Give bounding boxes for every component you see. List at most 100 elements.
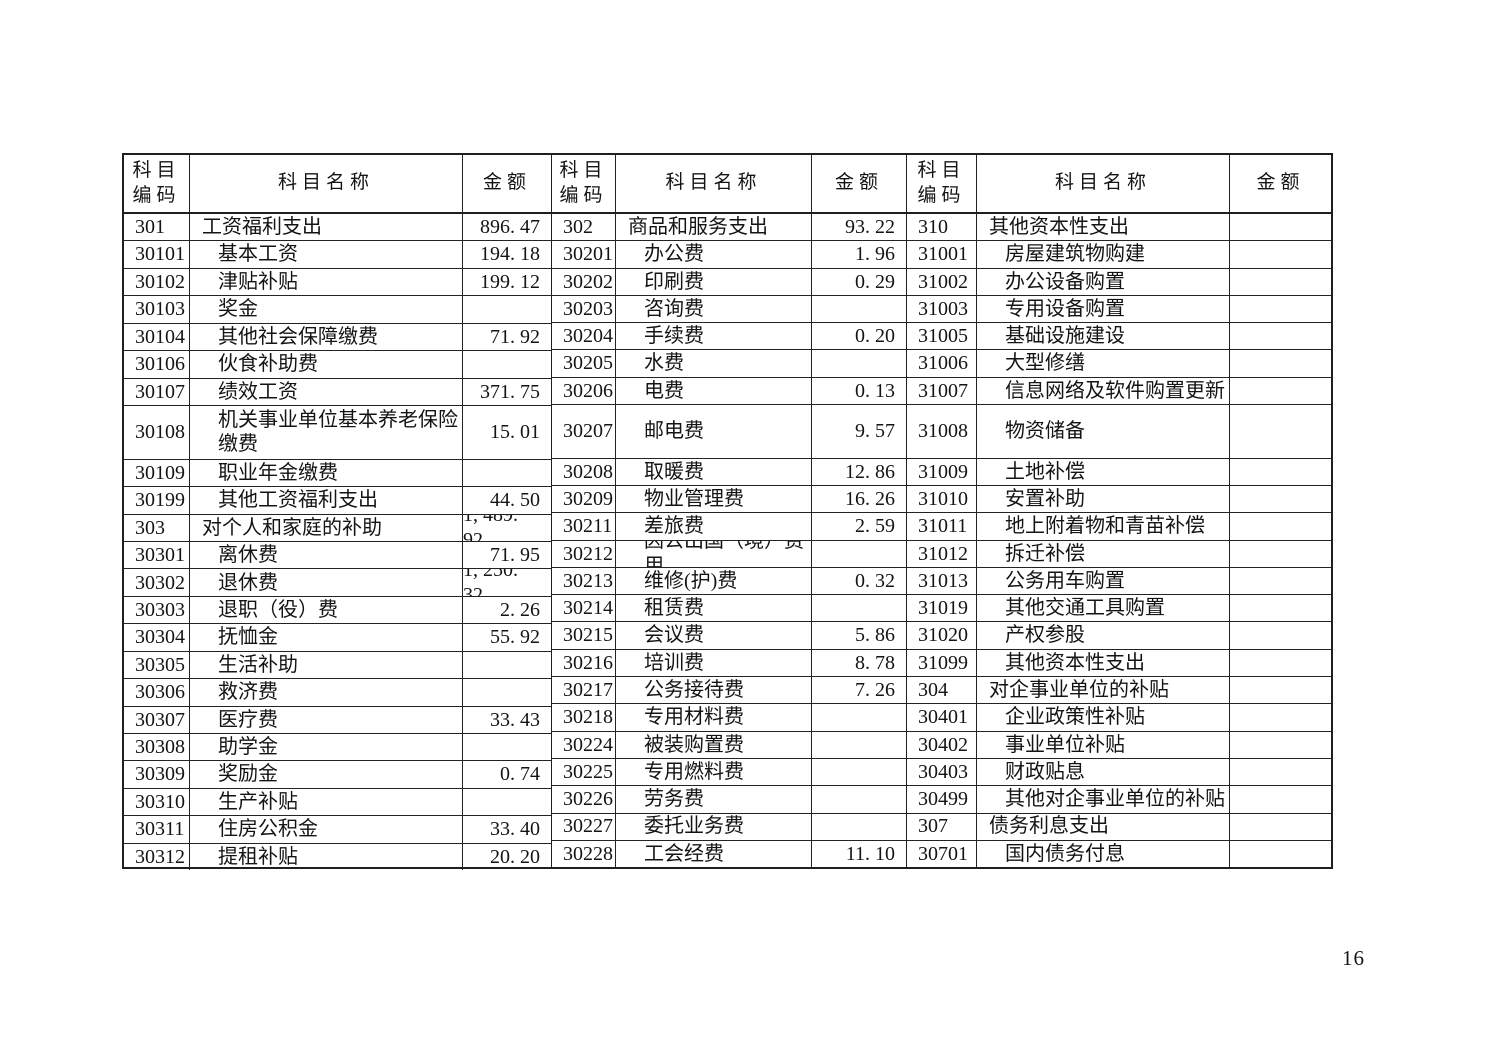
code-cell: 301 [124,214,190,241]
name-cell: 奖励金 [190,761,463,788]
code-cell: 30305 [124,651,190,679]
code-cell: 30206 [552,377,616,405]
amount-cell [1230,350,1331,376]
code-cell: 30107 [124,378,190,405]
table-row: 31009 土地补偿 [907,457,1331,485]
name-cell: 医疗费 [190,706,463,734]
code-cell: 30211 [552,513,616,540]
code-cell: 31006 [907,350,977,377]
amount-cell: 8. 78 [855,651,895,674]
header-code-line2: 编码 [132,184,181,206]
code-cell: 30216 [552,649,616,677]
table-row: 31002 办公设备购置 [907,267,1331,295]
table-row: 30303 退职（役）费 2. 26 [124,595,551,624]
name-cell: 拆迁补偿 [977,540,1230,567]
table-row: 30102 津贴补贴 199. 12 [124,267,551,296]
code-cell: 30304 [124,624,190,651]
table-row: 30199 其他工资福利支出 44. 50 [124,486,551,514]
budget-table: 科目 编码 科目名称 金额 301 工资福利支出 896. 47 30101 基本工资 1… [122,153,1333,871]
name-cell: 专用设备购置 [977,295,1230,323]
header-code-line1: 科目 [132,159,181,181]
table-row: 30218 专用材料费 [552,703,906,731]
table-header: 科目 编码 科目名称 金额 [552,155,906,214]
name-cell: 国内债务付息 [977,840,1230,868]
amount-cell [1230,405,1331,458]
amount-cell: 20. 20 [490,845,540,868]
table-row: 30227 委托业务费 [552,812,906,840]
amount-cell [1230,214,1331,240]
code-cell: 31009 [907,458,977,485]
table-row: 30308 助学金 [124,733,551,761]
name-cell: 物业管理费 [616,485,812,513]
name-cell: 机关事业单位基本养老保险缴费 [190,405,463,459]
amount-cell [1230,459,1331,485]
table-row: 31099 其他资本性支出 [907,648,1331,677]
header-name: 科目名称 [190,155,463,212]
table-row: 30225 专用燃料费 [552,757,906,786]
header-code-line2: 编码 [917,184,966,206]
amount-cell: 5. 86 [855,624,895,647]
code-cell: 30224 [552,731,616,758]
name-cell: 劳务费 [616,786,812,813]
amount-cell: 1, 489. 92 [463,514,518,542]
name-cell: 物资储备 [977,405,1230,458]
amount-cell: 55. 92 [490,626,540,649]
code-cell: 30402 [907,731,977,758]
table-row: 30309 奖励金 0. 74 [124,760,551,788]
table-row: 30213 维修(护)费 0. 32 [552,566,906,595]
name-cell: 安置补助 [977,485,1230,513]
table-row: 30311 住房公积金 33. 40 [124,815,551,843]
name-cell: 信息网络及软件购置更新 [977,377,1230,405]
table-row: 30202 印刷费 0. 29 [552,267,906,295]
header-code-line2: 编码 [559,184,608,206]
code-cell: 30701 [907,840,977,868]
header-name: 科目名称 [977,155,1230,212]
name-cell: 维修(护)费 [616,567,812,595]
table-row: 30305 生活补助 [124,650,551,679]
name-cell: 对企事业单位的补贴 [977,677,1230,704]
name-cell: 办公费 [616,241,812,268]
name-cell: 工会经费 [616,840,812,868]
amount-cell: 371. 75 [480,380,540,403]
name-cell: 公务接待费 [616,677,812,704]
table-row: 30216 培训费 8. 78 [552,648,906,677]
amount-cell: 93. 22 [845,215,895,238]
header-code: 科目 编码 [124,155,190,212]
amount-cell [1230,814,1331,840]
name-cell: 房屋建筑物购建 [977,241,1230,268]
amount-cell [1230,513,1331,539]
name-cell: 咨询费 [616,295,812,323]
name-cell: 奖金 [190,296,463,323]
amount-cell [812,541,906,567]
amount-cell: 71. 92 [490,325,540,348]
table-row: 30206 电费 0. 13 [552,376,906,405]
table-row: 30401 企业政策性补贴 [907,703,1331,731]
code-cell: 31099 [907,649,977,677]
name-cell: 离休费 [190,542,463,569]
amount-cell: 12. 86 [845,460,895,483]
table-row: 30211 差旅费 2. 59 [552,512,906,540]
table-row: 30107 绩效工资 371. 75 [124,377,551,405]
code-cell: 31005 [907,323,977,350]
code-cell: 304 [907,677,977,704]
table-row: 30203 咨询费 [552,294,906,323]
amount-cell [1230,841,1331,867]
amount-cell [1230,595,1331,621]
code-cell: 30199 [124,487,190,514]
name-cell: 其他对企事业单位的补贴 [977,786,1230,813]
table-row: 30217 公务接待费 7. 26 [552,676,906,704]
name-cell: 基础设施建设 [977,323,1230,350]
name-cell: 对个人和家庭的补助 [190,514,463,542]
amount-cell [463,789,551,815]
code-cell: 30202 [552,268,616,295]
name-cell: 其他交通工具购置 [977,595,1230,622]
amount-cell [812,350,906,376]
table-row: 302 商品和服务支出 93. 22 [552,214,906,241]
code-cell: 31002 [907,268,977,295]
code-cell: 302 [552,214,616,241]
table-row: 30101 基本工资 194. 18 [124,240,551,268]
amount-cell [463,734,551,760]
code-cell: 30201 [552,241,616,268]
table-row: 30205 水费 [552,349,906,377]
code-cell: 31003 [907,295,977,323]
